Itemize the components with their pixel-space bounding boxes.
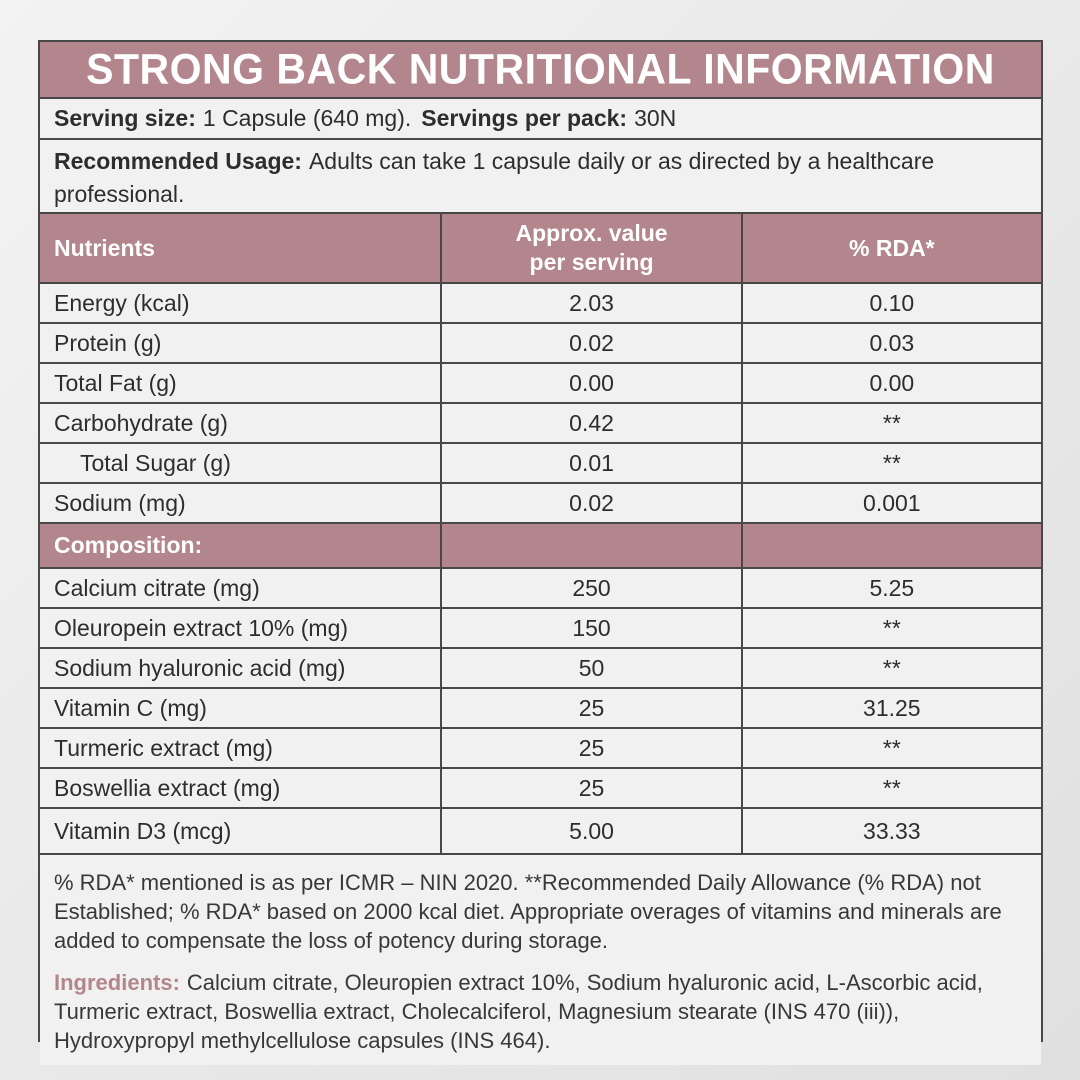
nutrient-value: 5.00	[440, 809, 740, 853]
nutrients-rows: Energy (kcal) 2.03 0.10 Protein (g) 0.02 0.03…	[40, 282, 1041, 522]
page-title: STRONG BACK NUTRITIONAL INFORMATION	[86, 45, 995, 93]
recommended-usage-label: Recommended Usage:	[54, 148, 302, 174]
column-header-rda: % RDA*	[740, 214, 1041, 282]
nutrient-name: Turmeric extract (mg)	[54, 734, 273, 761]
servings-per-pack-label: Servings per pack:	[421, 105, 628, 131]
serving-size-value: 1 Capsule (640 mg).	[202, 105, 412, 131]
nutrient-name: Vitamin C (mg)	[54, 694, 207, 721]
nutrient-value: 0.02	[440, 484, 740, 522]
nutrient-value: 0.01	[440, 444, 740, 482]
column-header-approx-value: Approx. value per serving	[440, 214, 740, 282]
nutrient-name: Boswellia extract (mg)	[54, 774, 281, 801]
nutrient-name: Energy (kcal)	[54, 289, 190, 316]
nutrient-name: Carbohydrate (g)	[54, 409, 228, 436]
nutrient-name: Sodium (mg)	[54, 489, 186, 516]
recommended-usage-row: Recommended Usage: Adults can take 1 caps…	[40, 138, 1041, 212]
table-row: Turmeric extract (mg) 25 **	[40, 727, 1041, 767]
nutrient-rda: **	[740, 649, 1041, 687]
composition-header-row: Composition:	[40, 522, 1041, 567]
nutrient-name: Protein (g)	[54, 329, 162, 356]
composition-empty-value-cell	[440, 524, 740, 567]
nutrient-name: Total Fat (g)	[54, 369, 177, 396]
table-row: Boswellia extract (mg) 25 **	[40, 767, 1041, 807]
nutrient-value: 25	[440, 769, 740, 807]
table-row: Total Sugar (g) 0.01 **	[40, 442, 1041, 482]
column-header-nutrients: Nutrients	[54, 234, 155, 261]
nutrient-name: Total Sugar (g)	[80, 449, 231, 476]
nutrient-value: 0.42	[440, 404, 740, 442]
table-row: Vitamin C (mg) 25 31.25	[40, 687, 1041, 727]
nutrient-name: Calcium citrate (mg)	[54, 574, 260, 601]
nutrient-rda: 0.10	[740, 284, 1041, 322]
serving-row: Serving size: 1 Capsule (640 mg). Servin…	[40, 97, 1041, 138]
nutrient-value: 50	[440, 649, 740, 687]
nutrient-value: 0.00	[440, 364, 740, 402]
composition-empty-rda-cell	[740, 524, 1041, 567]
nutrient-rda: **	[740, 444, 1041, 482]
table-row: Sodium (mg) 0.02 0.001	[40, 482, 1041, 522]
nutrient-name: Vitamin D3 (mcg)	[54, 817, 232, 844]
serving-size-label: Serving size:	[54, 105, 196, 131]
footer-notes: % RDA* mentioned is as per ICMR – NIN 20…	[40, 853, 1041, 1066]
table-row: Carbohydrate (g) 0.42 **	[40, 402, 1041, 442]
nutrient-rda: 33.33	[740, 809, 1041, 853]
nutrient-name: Sodium hyaluronic acid (mg)	[54, 654, 346, 681]
nutrient-value: 25	[440, 689, 740, 727]
table-row: Protein (g) 0.02 0.03	[40, 322, 1041, 362]
table-header-row: Nutrients Approx. value per serving % RD…	[40, 212, 1041, 282]
table-row: Sodium hyaluronic acid (mg) 50 **	[40, 647, 1041, 687]
composition-rows: Calcium citrate (mg) 250 5.25 Oleuropein ex…	[40, 567, 1041, 853]
rda-footnote: % RDA* mentioned is as per ICMR – NIN 20…	[54, 870, 1002, 954]
nutrient-rda: 0.00	[740, 364, 1041, 402]
nutrient-rda: **	[740, 609, 1041, 647]
servings-per-pack-value: 30N	[634, 105, 677, 131]
composition-label: Composition:	[54, 532, 203, 558]
nutrient-rda: 31.25	[740, 689, 1041, 727]
table-row: Energy (kcal) 2.03 0.10	[40, 282, 1041, 322]
nutrient-rda: 0.03	[740, 324, 1041, 362]
nutrition-label-panel: STRONG BACK NUTRITIONAL INFORMATION Serv…	[38, 40, 1043, 1066]
nutrient-value: 25	[440, 729, 740, 767]
recommended-usage-text: Adults can take 1 capsule daily or as di…	[54, 148, 935, 207]
nutrient-value: 250	[440, 569, 740, 607]
table-row: Vitamin D3 (mcg) 5.00 33.33	[40, 807, 1041, 853]
nutrient-rda: **	[740, 404, 1041, 442]
nutrient-value: 150	[440, 609, 740, 647]
nutrient-rda: 0.001	[740, 484, 1041, 522]
ingredients-paragraph: Ingredients: Calcium citrate, Oleuropien …	[54, 968, 1025, 1055]
nutrient-name: Oleuropein extract 10% (mg)	[54, 614, 349, 641]
ingredients-text: Calcium citrate, Oleuropien extract 10%,…	[54, 970, 983, 1054]
nutrient-value: 0.02	[440, 324, 740, 362]
nutrient-value: 2.03	[440, 284, 740, 322]
nutrient-rda: 5.25	[740, 569, 1041, 607]
title-bar: STRONG BACK NUTRITIONAL INFORMATION	[40, 42, 1041, 97]
table-row: Total Fat (g) 0.00 0.00	[40, 362, 1041, 402]
nutrient-rda: **	[740, 769, 1041, 807]
table-row: Oleuropein extract 10% (mg) 150 **	[40, 607, 1041, 647]
table-row: Calcium citrate (mg) 250 5.25	[40, 567, 1041, 607]
ingredients-label: Ingredients:	[54, 970, 180, 996]
nutrient-rda: **	[740, 729, 1041, 767]
